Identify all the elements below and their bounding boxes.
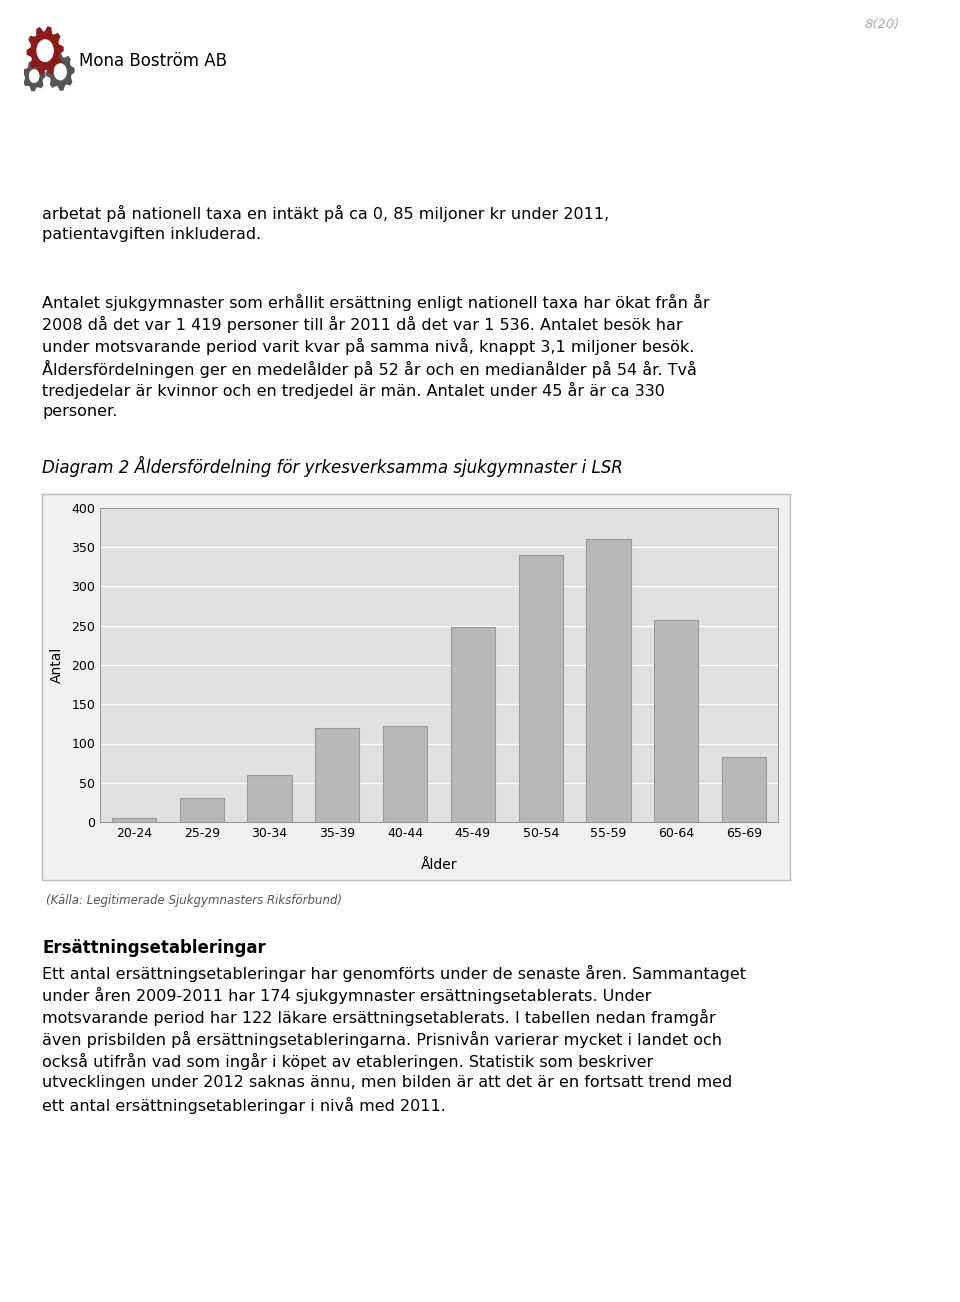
Bar [112,818,156,822]
Text: (Källa: Legitimerade Sjukgymnasters Riksförbund): (Källa: Legitimerade Sjukgymnasters Riks… [46,894,342,907]
Bar [383,727,427,822]
Text: Ersättningsetableringar: Ersättningsetableringar [42,939,266,957]
Text: 2008 då det var 1 419 personer till år 2011 då det var 1 536. Antalet besök har: 2008 då det var 1 419 personer till år 2… [42,316,683,333]
Text: även prisbilden på ersättningsetableringarna. Prisnivån varierar mycket i landet: även prisbilden på ersättningsetablering… [42,1031,722,1048]
Text: utvecklingen under 2012 saknas ännu, men bilden är att det är en fortsatt trend : utvecklingen under 2012 saknas ännu, men… [42,1075,732,1090]
Text: också utifrån vad som ingår i köpet av etableringen. Statistik som beskriver: också utifrån vad som ingår i köpet av e… [42,1053,653,1070]
Circle shape [30,70,38,82]
Bar [451,628,495,822]
Polygon shape [23,61,45,91]
Bar [722,756,766,822]
Text: Åldersfördelningen ger en medelålder på 52 år och en medianålder på 54 år. Två: Åldersfördelningen ger en medelålder på … [42,359,697,378]
Text: arbetat på nationell taxa en intäkt på ca 0, 85 miljoner kr under 2011,: arbetat på nationell taxa en intäkt på c… [42,204,610,223]
Circle shape [37,40,53,61]
Text: motsvarande period har 122 läkare ersättningsetablerats. I tabellen nedan framgå: motsvarande period har 122 läkare ersätt… [42,1009,716,1026]
Text: tredjedelar är kvinnor och en tredjedel är män. Antalet under 45 år är ca 330: tredjedelar är kvinnor och en tredjedel … [42,381,665,398]
Text: Ett antal ersättningsetableringar har genomförts under de senaste åren. Sammanta: Ett antal ersättningsetableringar har ge… [42,965,746,982]
Text: under motsvarande period varit kvar på samma nivå, knappt 3,1 miljoner besök.: under motsvarande period varit kvar på s… [42,339,694,355]
Text: Ålder: Ålder [420,858,457,872]
Polygon shape [27,27,63,74]
Text: Antalet sjukgymnaster som erhållit ersättning enligt nationell taxa har ökat frå: Antalet sjukgymnaster som erhållit ersät… [42,294,709,311]
Polygon shape [47,53,74,90]
Text: Mona Boström AB: Mona Boström AB [79,52,227,69]
Bar [587,539,631,822]
Bar [248,775,292,822]
Text: ett antal ersättningsetableringar i nivå med 2011.: ett antal ersättningsetableringar i nivå… [42,1098,445,1115]
Text: 8(20): 8(20) [865,18,900,31]
Circle shape [55,64,66,79]
Text: patientavgiften inkluderad.: patientavgiften inkluderad. [42,227,261,242]
Text: personer.: personer. [42,404,117,419]
Bar [180,798,224,822]
Bar [655,620,698,822]
Y-axis label: Antal: Antal [50,647,64,684]
Text: under åren 2009-2011 har 174 sjukgymnaster ersättningsetablerats. Under: under åren 2009-2011 har 174 sjukgymnast… [42,987,652,1004]
Bar [315,728,359,822]
Bar [518,555,563,822]
Text: Diagram 2 Åldersfördelning för yrkesverksamma sjukgymnaster i LSR: Diagram 2 Åldersfördelning för yrkesverk… [42,456,623,477]
